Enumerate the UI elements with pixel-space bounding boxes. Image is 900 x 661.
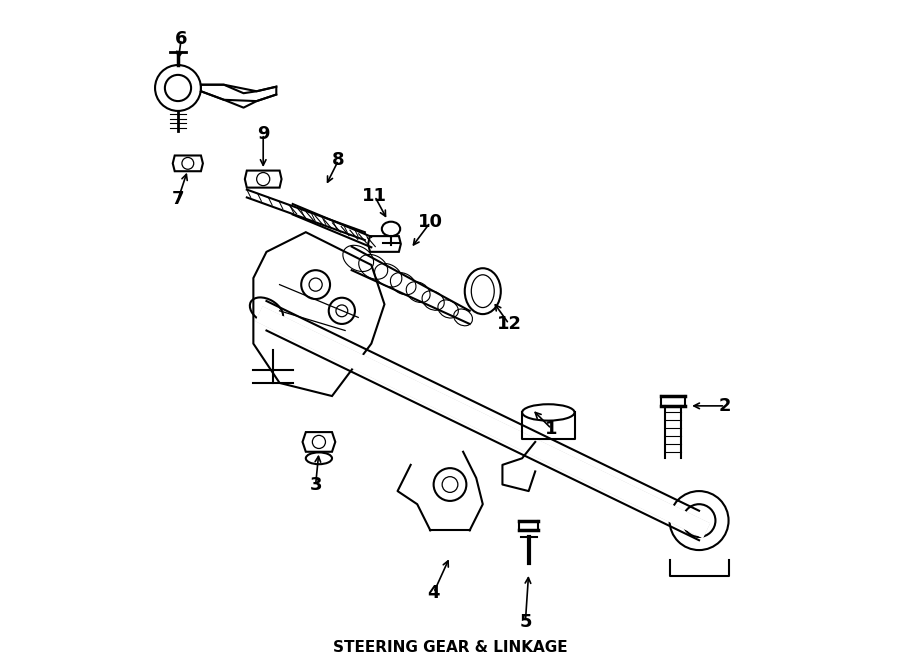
Text: 8: 8 xyxy=(332,151,345,169)
Text: 9: 9 xyxy=(256,125,269,143)
Text: 2: 2 xyxy=(719,397,732,415)
Text: 12: 12 xyxy=(497,315,521,333)
Text: 1: 1 xyxy=(545,420,558,438)
Text: 4: 4 xyxy=(428,584,440,602)
Text: 6: 6 xyxy=(175,30,187,48)
Text: 11: 11 xyxy=(362,187,387,205)
Text: 7: 7 xyxy=(172,190,184,208)
Text: 3: 3 xyxy=(310,475,322,494)
Text: STEERING GEAR & LINKAGE: STEERING GEAR & LINKAGE xyxy=(333,640,567,655)
Polygon shape xyxy=(201,85,276,101)
Text: 10: 10 xyxy=(418,214,443,231)
Text: 5: 5 xyxy=(519,613,532,631)
